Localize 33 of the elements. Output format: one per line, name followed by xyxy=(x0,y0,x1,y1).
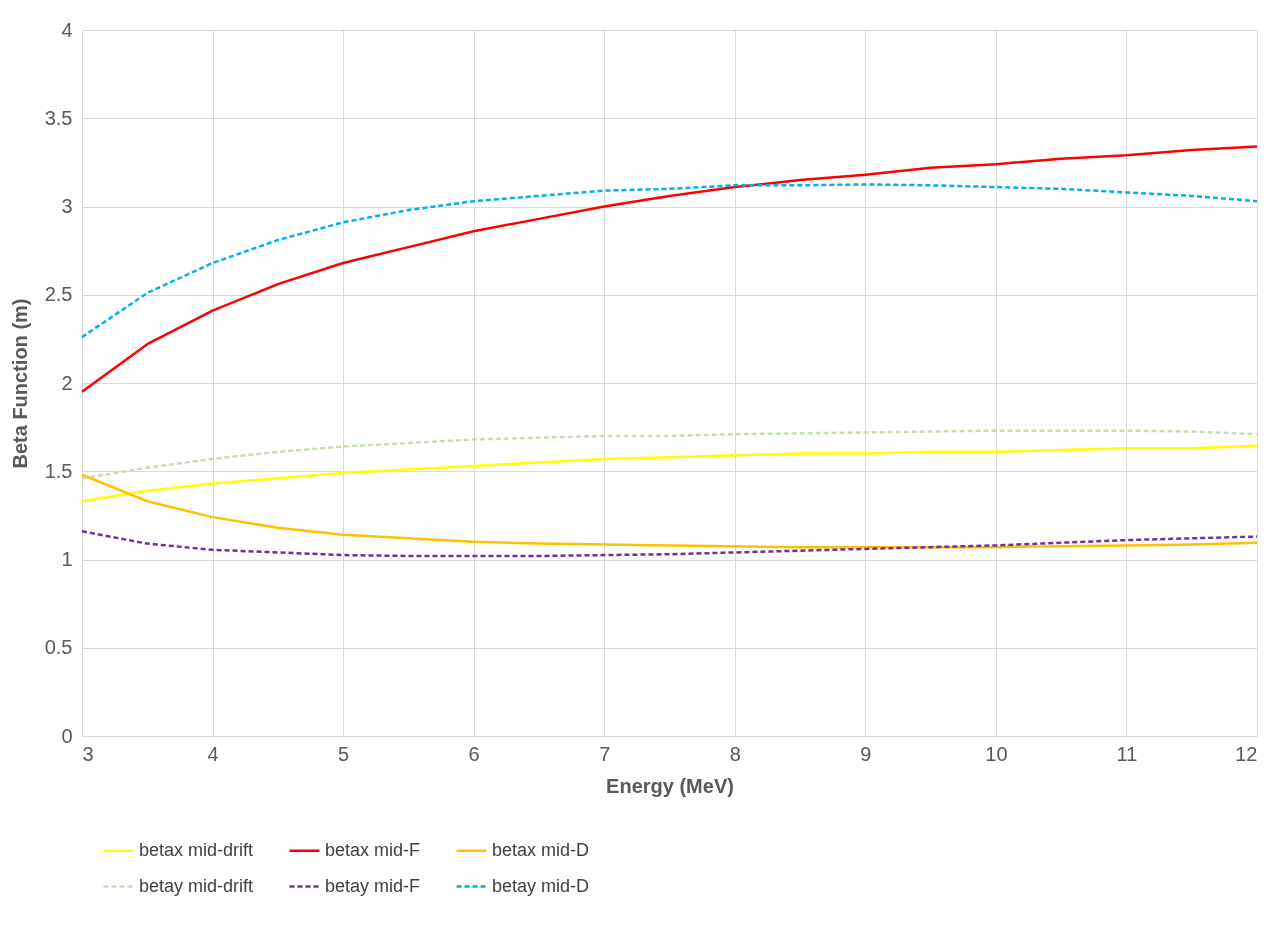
legend-label: betay mid-drift xyxy=(139,875,254,896)
y-tick-label: 2.5 xyxy=(44,283,73,306)
line-series xyxy=(80,444,1259,503)
y-tick-label: 0 xyxy=(61,724,73,747)
y-tick-label: 1 xyxy=(61,548,73,570)
x-axis-title: Energy (MeV) xyxy=(606,774,734,797)
x-tick-label: 7 xyxy=(599,742,611,765)
x-tick-label: 9 xyxy=(860,742,872,765)
line-series xyxy=(80,429,1259,480)
line-series xyxy=(80,145,1259,394)
legend-label: betay mid-D xyxy=(492,875,590,896)
x-tick-label: 4 xyxy=(207,742,219,765)
legend-label: betax mid-F xyxy=(325,839,421,860)
y-axis-title: Beta Function (m) xyxy=(8,298,31,469)
x-tick-label: 12 xyxy=(1235,742,1258,765)
y-tick-label: 3.5 xyxy=(44,106,73,129)
x-tick-label: 3 xyxy=(82,742,94,765)
x-tick-label: 8 xyxy=(729,742,741,765)
x-tick-label: 5 xyxy=(338,742,350,765)
x-tick-label: 11 xyxy=(1116,742,1138,765)
x-tick-label: 10 xyxy=(985,742,1008,765)
legend-label: betax mid-D xyxy=(492,839,590,860)
line-series xyxy=(80,530,1259,558)
y-tick-label: 2 xyxy=(61,371,73,394)
y-tick-label: 1.5 xyxy=(44,459,73,482)
y-tick-label: 0.5 xyxy=(44,636,73,659)
line-series xyxy=(80,183,1259,339)
line-series xyxy=(80,473,1259,549)
y-tick-label: 4 xyxy=(61,18,73,41)
y-tick-label: 3 xyxy=(61,195,73,217)
x-tick-label: 6 xyxy=(468,742,480,765)
legend-label: betax mid-drift xyxy=(139,839,254,860)
legend-label: betay mid-F xyxy=(325,875,421,896)
